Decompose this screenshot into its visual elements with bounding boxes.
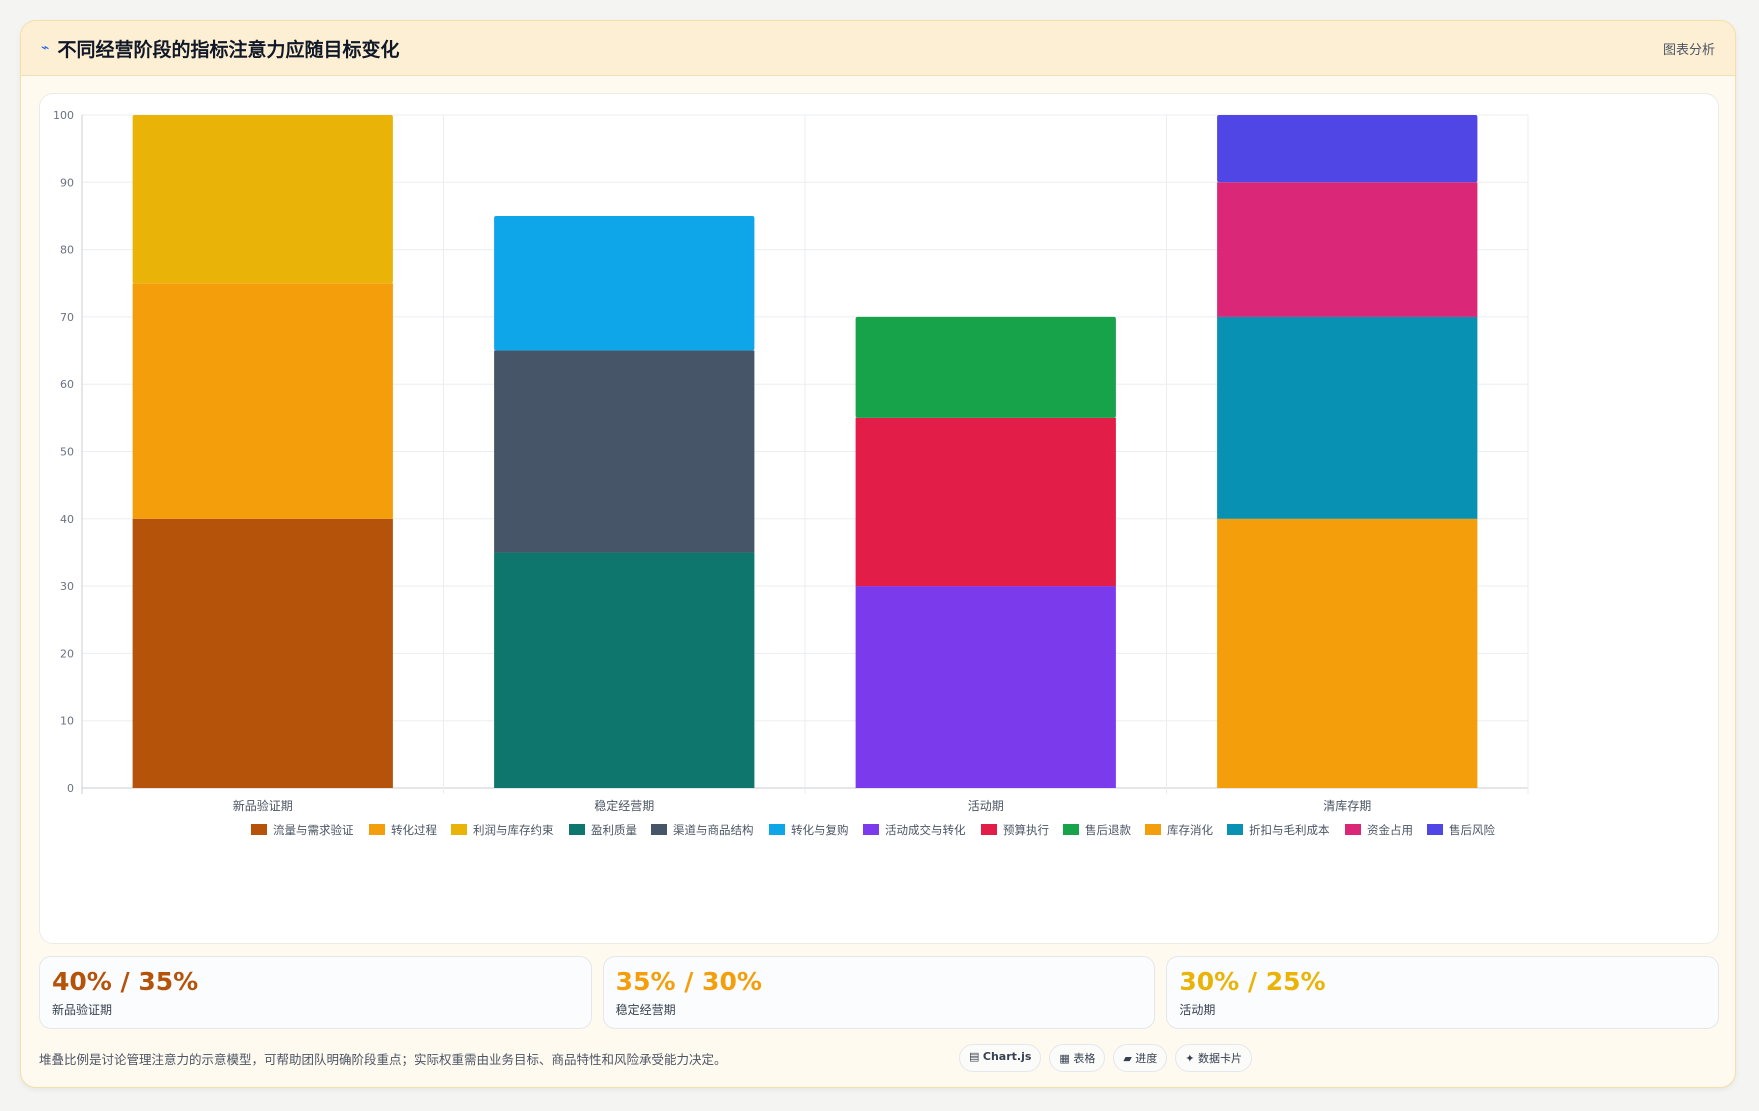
sparkle-icon: ✦ [1185, 1052, 1195, 1065]
x-tick-label: 新品验证期 [233, 798, 293, 813]
bar-segment [132, 283, 393, 519]
legend-swatch [1345, 824, 1361, 835]
stat-label: 稳定经营期 [615, 1003, 676, 1017]
legend-swatch [1145, 824, 1161, 835]
y-tick-label: 50 [60, 446, 74, 459]
progress-icon: ▰ [1123, 1052, 1132, 1065]
y-tick-label: 70 [60, 311, 74, 324]
legend-label: 售后风险 [1449, 823, 1495, 837]
x-tick-label: 稳定经营期 [594, 798, 654, 813]
stat-cards: 40% / 35% 新品验证期 35% / 30% 稳定经营期 30% / 25… [39, 956, 1720, 1029]
y-tick-label: 40 [60, 513, 74, 526]
legend-label: 预算执行 [1003, 823, 1049, 837]
chart-line-icon: ⌁ [41, 40, 50, 56]
legend-label: 流量与需求验证 [273, 823, 354, 837]
bar-segment [1217, 115, 1478, 183]
bar-segment [855, 586, 1116, 788]
legend-label: 折扣与毛利成本 [1249, 823, 1330, 837]
footer-note: 堆叠比例是讨论管理注意力的示意模型，可帮助团队明确阶段重点；实际权重需由业务目标… [39, 1051, 727, 1067]
legend-label: 转化过程 [391, 823, 437, 837]
bar-segment [1217, 316, 1478, 519]
legend-label: 盈利质量 [591, 823, 637, 837]
legend-swatch [569, 824, 585, 835]
stat-value: 35% / 30% [615, 967, 762, 996]
legend-label: 利润与库存约束 [473, 823, 554, 837]
stat-card: 30% / 25% 活动期 [1166, 956, 1720, 1029]
chip-chartjs[interactable]: ▤ Chart.js [959, 1044, 1042, 1072]
card-header: ⌁ 不同经营阶段的指标注意力应随目标变化 图表分析 [21, 21, 1735, 76]
legend-swatch [769, 824, 785, 835]
legend-swatch [981, 824, 997, 835]
legend-label: 渠道与商品结构 [673, 823, 754, 837]
legend-label: 转化与复购 [791, 823, 849, 837]
y-tick-label: 20 [60, 647, 74, 660]
chip-data-card[interactable]: ✦ 数据卡片 [1175, 1044, 1253, 1072]
stat-label: 新品验证期 [52, 1003, 113, 1017]
stacked-bar-chart: 0 10 20 30 40 50 60 70 80 90 100 新品验证期 稳定经营期 活动期 清库存期流… [53, 109, 1529, 837]
y-tick-label: 30 [60, 580, 74, 593]
y-tick-label: 100 [53, 109, 74, 122]
legend-swatch [651, 824, 667, 835]
bar-segment [132, 518, 393, 788]
stat-label: 活动期 [1179, 1003, 1216, 1017]
chart-card: ⌁ 不同经营阶段的指标注意力应随目标变化 图表分析 0 10 20 30 40 50 60 7… [20, 20, 1736, 1088]
y-tick-label: 90 [60, 176, 74, 189]
y-tick-label: 0 [67, 782, 74, 795]
x-tick-label: 清库存期 [1323, 798, 1371, 813]
card-footer: 堆叠比例是讨论管理注意力的示意模型，可帮助团队明确阶段重点；实际权重需由业务目标… [39, 1041, 1719, 1075]
chip-progress[interactable]: ▰ 进度 [1113, 1044, 1168, 1072]
legend-label: 资金占用 [1367, 823, 1413, 837]
y-tick-label: 60 [60, 378, 74, 391]
chip-label: 进度 [1135, 1052, 1158, 1065]
legend-label: 活动成交与转化 [885, 823, 966, 837]
stat-card: 40% / 35% 新品验证期 [39, 956, 592, 1029]
legend-swatch [369, 824, 385, 835]
legend-label: 售后退款 [1085, 823, 1131, 837]
legend-swatch [251, 824, 267, 835]
bar-segment [132, 115, 393, 284]
analysis-tag: 图表分析 [1662, 42, 1715, 58]
bar-segment [1217, 518, 1478, 788]
bar-segment [855, 316, 1116, 418]
y-tick-label: 10 [60, 715, 74, 728]
stat-card: 35% / 30% 稳定经营期 [602, 956, 1156, 1029]
page-title: 不同经营阶段的指标注意力应随目标变化 [57, 38, 400, 61]
chip-label: 数据卡片 [1198, 1052, 1243, 1065]
legend-swatch [863, 824, 879, 835]
chip-label: 表格 [1073, 1052, 1096, 1065]
x-tick-label: 活动期 [968, 799, 1004, 813]
chip-table[interactable]: ▦ 表格 [1049, 1044, 1106, 1072]
table-icon: ▦ [1059, 1052, 1070, 1065]
legend-swatch [1227, 824, 1243, 835]
legend-label: 库存消化 [1167, 823, 1213, 837]
stat-value: 30% / 25% [1179, 967, 1326, 996]
chip-label: Chart.js [982, 1050, 1032, 1063]
stat-value: 40% / 35% [52, 967, 199, 996]
bar-segment [1217, 182, 1478, 317]
tech-chips: ▤ Chart.js ▦ 表格 ▰ 进度 ✦ 数据卡片 [959, 1044, 1253, 1072]
chart-container: 0 10 20 30 40 50 60 70 80 90 100 新品验证期 稳定经营期 活动期 清库存期流… [39, 93, 1719, 944]
legend-swatch [1063, 824, 1079, 835]
chart-icon: ▤ [969, 1050, 980, 1063]
legend-swatch [451, 824, 467, 835]
legend-swatch [1427, 824, 1443, 835]
bar-segment [494, 350, 755, 553]
y-tick-label: 80 [60, 244, 74, 257]
bar-segment [494, 215, 755, 351]
bar-segment [855, 417, 1116, 587]
bar-segment [494, 552, 755, 788]
